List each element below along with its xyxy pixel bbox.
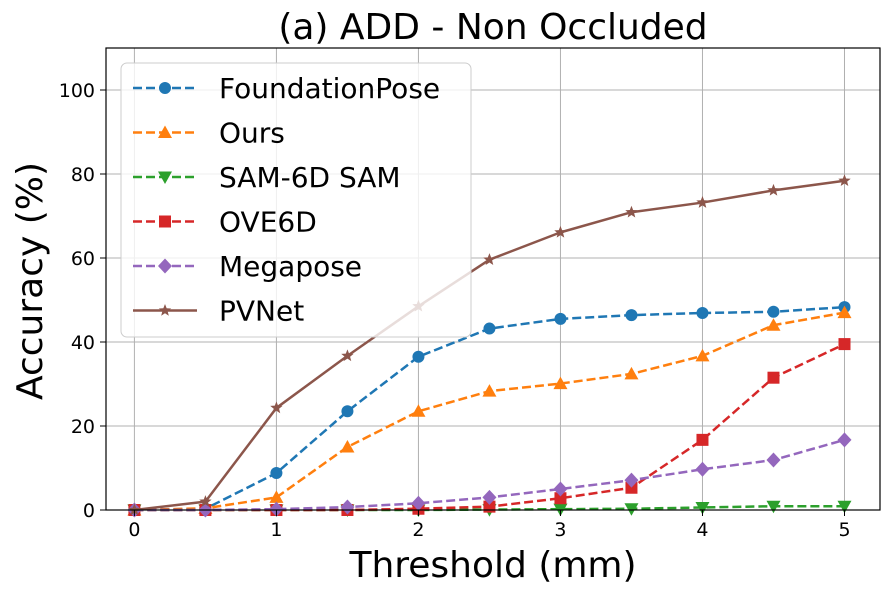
series-ove6d <box>128 338 851 516</box>
data-point-ove6d <box>696 433 709 446</box>
legend-marker-ours <box>158 125 172 138</box>
data-point-megapose <box>411 495 426 511</box>
data-point-sam-6d-sam <box>766 500 781 514</box>
data-point-foundationpose <box>483 322 496 335</box>
data-point-megapose <box>624 472 639 488</box>
data-point-pvnet <box>625 205 638 218</box>
data-point-foundationpose <box>270 467 283 480</box>
data-point-foundationpose <box>554 312 567 325</box>
x-tick-label: 1 <box>270 519 282 541</box>
x-tick-label: 2 <box>412 519 424 541</box>
data-point-pvnet <box>838 174 851 186</box>
x-tick-label: 0 <box>128 519 140 541</box>
y-tick-label: 40 <box>71 332 95 354</box>
data-point-megapose <box>695 461 710 477</box>
legend-entry-ours: Ours <box>133 117 285 150</box>
data-point-ove6d <box>838 338 851 351</box>
data-point-pvnet <box>341 349 354 362</box>
legend-box <box>120 62 472 338</box>
data-point-sam-6d-sam <box>837 500 852 514</box>
data-point-ours <box>695 348 710 362</box>
data-point-ours <box>553 376 568 390</box>
data-point-megapose <box>553 481 568 497</box>
chart-title: (a) ADD - Non Occluded <box>278 7 707 48</box>
data-point-ove6d <box>554 492 567 505</box>
data-point-ours <box>411 404 426 417</box>
data-point-pvnet <box>483 253 496 265</box>
data-point-sam-6d-sam <box>695 501 710 515</box>
legend-entry-ove6d: OVE6D <box>133 206 317 239</box>
legend-marker-foundationpose <box>159 82 171 94</box>
legend-label-ours: Ours <box>219 117 285 150</box>
y-tick-label: 20 <box>71 416 95 438</box>
data-point-pvnet <box>128 503 141 516</box>
series-megapose <box>127 432 852 518</box>
data-point-ours <box>766 318 781 331</box>
y-axis-label: Accuracy (%) <box>10 162 51 400</box>
legend: FoundationPose Ours SAM-6D SAM OVE6D Megapos… <box>120 62 472 338</box>
data-point-ours <box>482 384 497 397</box>
data-point-megapose <box>340 499 355 515</box>
data-point-megapose <box>269 501 284 517</box>
series-pvnet <box>128 174 851 516</box>
legend-marker-megapose <box>158 258 172 274</box>
data-point-foundationpose <box>625 309 638 322</box>
axis-ticks: 0 1 2 3 4 5 0 20 40 60 80 100 <box>59 80 851 541</box>
x-tick-label: 5 <box>838 519 850 541</box>
legend-entry-sam-6d-sam: SAM-6D SAM <box>133 161 401 194</box>
data-point-foundationpose <box>341 405 354 418</box>
data-point-pvnet <box>696 196 709 208</box>
data-point-megapose <box>482 489 497 505</box>
data-point-ours <box>624 366 639 380</box>
legend-entry-pvnet: PVNet <box>133 295 304 328</box>
legend-marker-sam-6d-sam <box>158 171 172 184</box>
legend-entry-megapose: Megapose <box>133 250 362 283</box>
plot-frame <box>105 47 881 511</box>
data-point-foundationpose <box>412 350 425 363</box>
data-point-pvnet <box>767 183 780 196</box>
y-tick-label: 60 <box>71 248 95 270</box>
data-point-foundationpose <box>767 305 780 318</box>
data-point-megapose <box>766 452 781 468</box>
legend-label-megapose: Megapose <box>219 250 362 283</box>
y-tick-label: 80 <box>71 164 95 186</box>
data-point-ours <box>837 305 852 319</box>
data-point-pvnet <box>554 225 567 238</box>
x-axis-label: Threshold (mm) <box>348 545 636 586</box>
y-tick-label: 100 <box>59 80 95 102</box>
data-point-ove6d <box>625 481 638 494</box>
legend-marker-pvnet <box>158 304 172 316</box>
data-point-ove6d <box>767 371 780 384</box>
x-tick-label: 3 <box>554 519 566 541</box>
legend-label-pvnet: PVNet <box>219 295 304 328</box>
data-point-megapose <box>837 432 852 448</box>
legend-label-foundationpose: FoundationPose <box>219 72 440 105</box>
data-point-pvnet <box>199 495 212 507</box>
data-point-ours <box>269 490 284 503</box>
legend-label-sam-6d-sam: SAM-6D SAM <box>219 161 401 194</box>
legend-marker-ove6d <box>159 215 171 228</box>
y-tick-label: 0 <box>83 500 95 522</box>
x-tick-label: 4 <box>696 519 708 541</box>
data-point-pvnet <box>270 401 283 414</box>
legend-entry-foundationpose: FoundationPose <box>133 72 440 105</box>
data-point-foundationpose <box>696 307 709 320</box>
series-line-ove6d <box>134 342 846 512</box>
data-point-ours <box>340 440 355 453</box>
legend-label-ove6d: OVE6D <box>219 206 317 239</box>
